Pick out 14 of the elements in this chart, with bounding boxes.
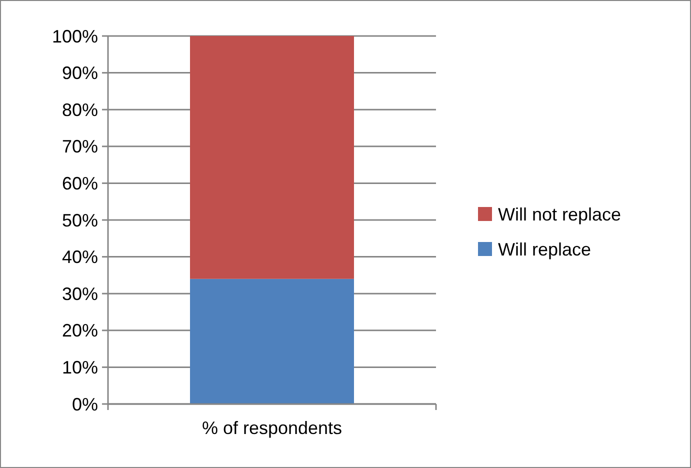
y-tick-label: 0% [72, 394, 98, 414]
y-tick-label: 20% [62, 320, 98, 341]
y-tick-label: 80% [62, 100, 98, 120]
y-tick-label: 50% [62, 210, 98, 230]
y-tick-label: 30% [62, 284, 98, 304]
y-tick-label: 60% [62, 174, 98, 194]
legend-label: Will replace [498, 239, 592, 260]
y-tick-label: 90% [62, 63, 98, 84]
x-tick-label: % of respondents [202, 418, 342, 438]
y-tick-label: 70% [62, 136, 98, 157]
y-tick-label: 40% [62, 247, 98, 268]
y-tick-label: 100% [52, 26, 98, 46]
y-tick-label: 10% [62, 358, 98, 378]
legend-label: Will not replace [498, 204, 622, 224]
